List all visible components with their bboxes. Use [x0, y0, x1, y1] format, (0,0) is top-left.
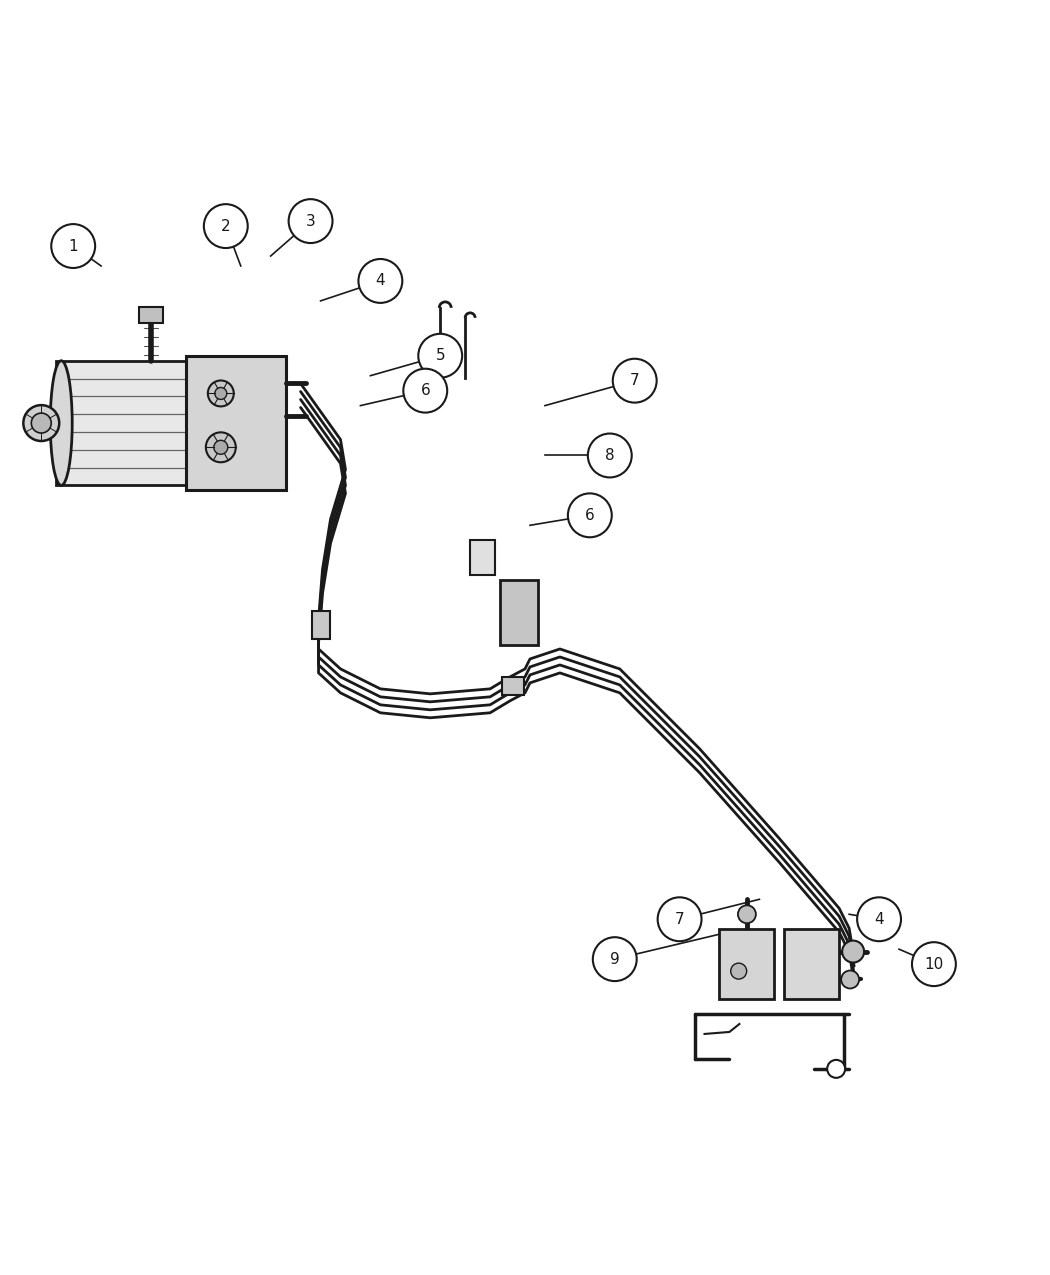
- Circle shape: [841, 970, 859, 988]
- Bar: [784, 929, 839, 1000]
- Bar: [502, 677, 524, 695]
- Text: 2: 2: [220, 218, 231, 233]
- Text: 4: 4: [875, 912, 884, 927]
- Circle shape: [568, 493, 612, 537]
- Bar: [139, 307, 163, 323]
- Bar: [500, 580, 538, 645]
- Circle shape: [912, 942, 956, 986]
- Bar: [57, 361, 201, 486]
- Circle shape: [731, 963, 747, 979]
- Circle shape: [208, 380, 234, 407]
- Circle shape: [206, 432, 236, 463]
- Bar: [719, 929, 774, 1000]
- Circle shape: [51, 224, 96, 268]
- Circle shape: [738, 905, 756, 923]
- Text: 7: 7: [675, 912, 685, 927]
- Circle shape: [358, 259, 402, 303]
- Text: 8: 8: [605, 448, 614, 463]
- Circle shape: [613, 358, 656, 403]
- Circle shape: [32, 413, 51, 434]
- Text: 7: 7: [630, 374, 639, 388]
- Text: 6: 6: [420, 384, 430, 398]
- Ellipse shape: [50, 361, 72, 486]
- Circle shape: [857, 898, 901, 941]
- Circle shape: [827, 1060, 845, 1077]
- Circle shape: [23, 405, 59, 441]
- Circle shape: [215, 388, 227, 399]
- Circle shape: [289, 199, 333, 244]
- Text: 9: 9: [610, 951, 620, 966]
- Circle shape: [403, 368, 447, 413]
- Text: 3: 3: [306, 214, 315, 228]
- Circle shape: [657, 898, 701, 941]
- Circle shape: [204, 204, 248, 249]
- Circle shape: [418, 334, 462, 377]
- Text: 10: 10: [924, 956, 944, 972]
- Bar: [312, 611, 330, 639]
- Text: 4: 4: [376, 273, 385, 288]
- Bar: [186, 356, 286, 491]
- Text: 5: 5: [436, 348, 445, 363]
- Circle shape: [842, 941, 864, 963]
- Bar: [470, 541, 496, 575]
- Text: 1: 1: [68, 238, 78, 254]
- Circle shape: [214, 440, 228, 454]
- Circle shape: [588, 434, 632, 477]
- Circle shape: [593, 937, 636, 980]
- Text: 6: 6: [585, 507, 594, 523]
